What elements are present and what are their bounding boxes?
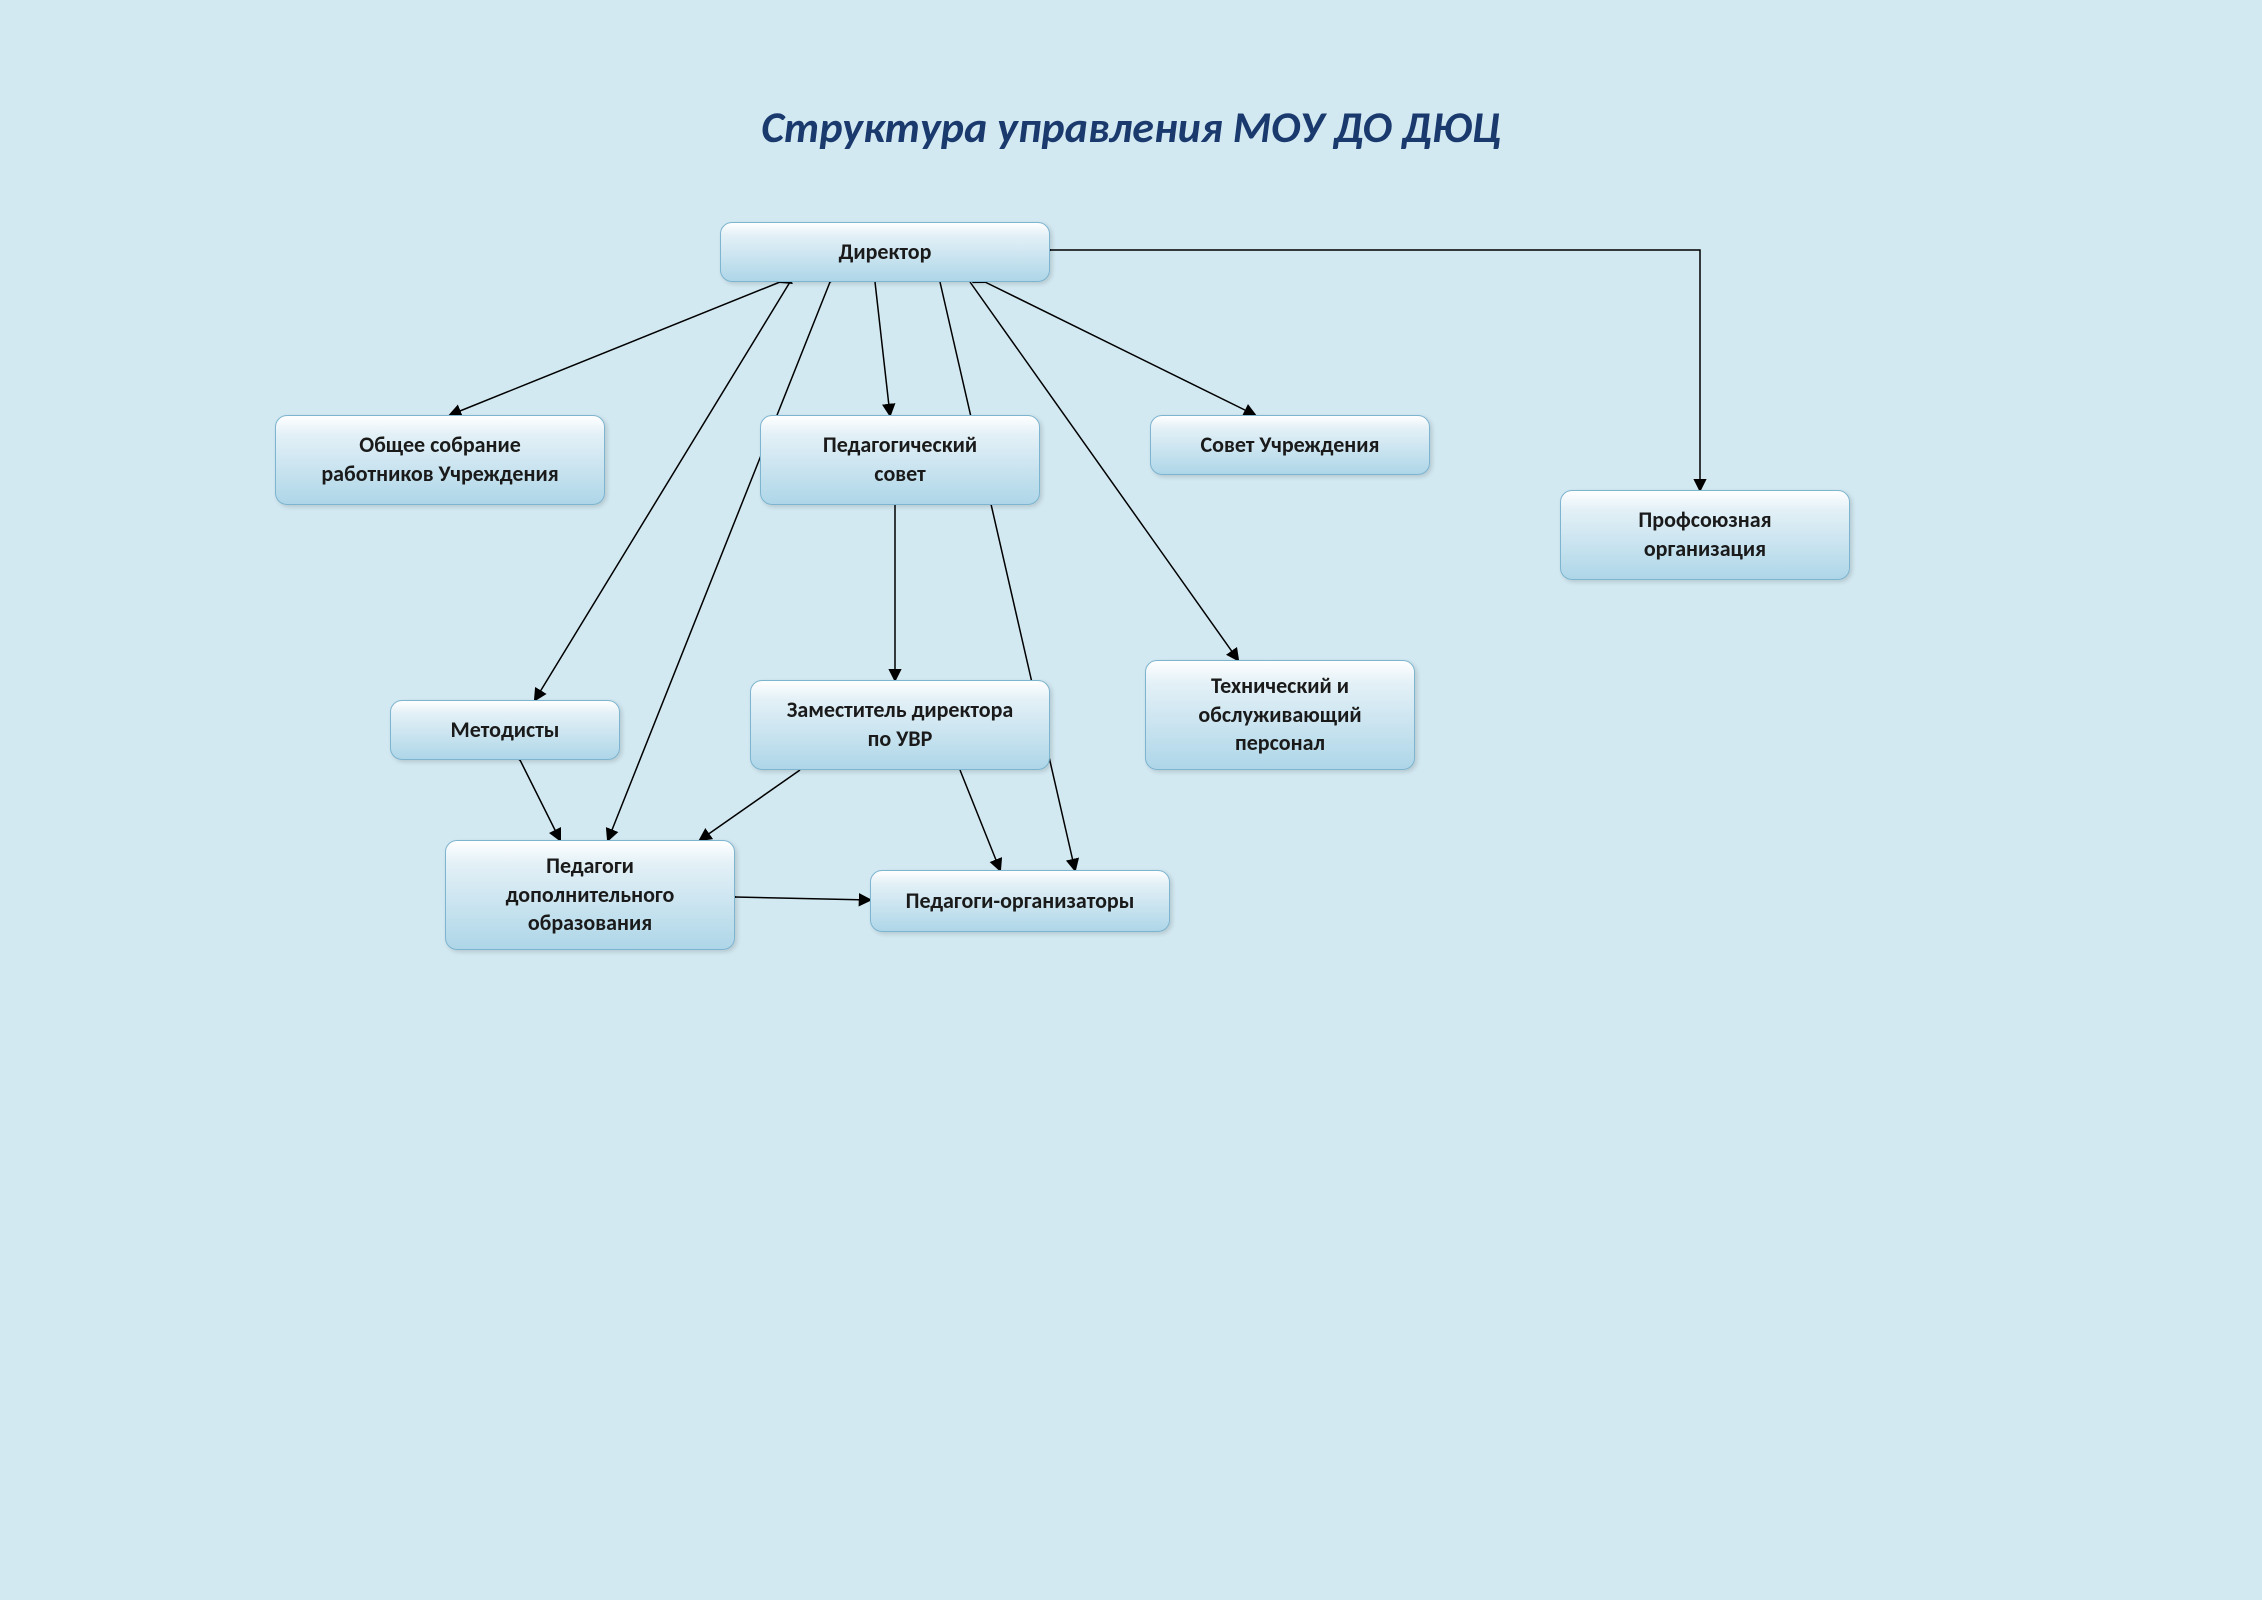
flowchart-node-n9: Педагогидополнительногообразования [445, 840, 735, 950]
edge-n1-n3 [875, 282, 890, 415]
edge-n1-n4 [985, 282, 1255, 415]
flowchart-node-n3: Педагогическийсовет [760, 415, 1040, 505]
edge-n6-n9 [520, 760, 560, 840]
flowchart-node-n5: Профсоюзнаяорганизация [1560, 490, 1850, 580]
flowchart-node-n10: Педагоги-организаторы [870, 870, 1170, 932]
flowchart-node-n8: Технический иобслуживающийперсонал [1145, 660, 1415, 770]
page-title: Структура управления МОУ ДО ДЮЦ [0, 100, 2262, 154]
edge-n9-n10 [735, 897, 870, 900]
flowchart-node-n2: Общее собраниеработников Учреждения [275, 415, 605, 505]
edge-n7-n9 [700, 770, 800, 840]
edge-layer [0, 0, 2262, 1600]
flowchart-node-n1: Директор [720, 222, 1050, 282]
edge-n1-n2 [450, 282, 780, 415]
flowchart-node-n6: Методисты [390, 700, 620, 760]
edge-n7-n10 [960, 770, 1000, 870]
edge-n1-n10 [940, 282, 1075, 870]
flowchart-node-n7: Заместитель директорапо УВР [750, 680, 1050, 770]
flowchart-node-n4: Совет Учреждения [1150, 415, 1430, 475]
